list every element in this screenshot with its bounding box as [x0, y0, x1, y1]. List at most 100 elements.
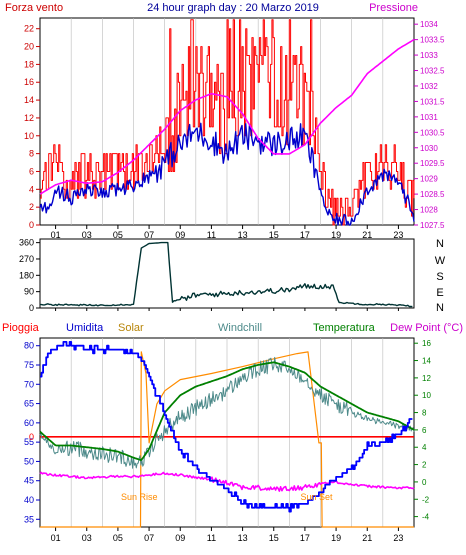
windchill-label: Windchill	[218, 322, 262, 334]
wind-y-tick-label: 8	[29, 149, 34, 159]
direction-line	[40, 241, 413, 308]
temp-x-tick-label: 19	[331, 533, 341, 543]
humidity-y-tick-label: 70	[24, 379, 34, 389]
sunrise-label: Sun Rise	[121, 492, 158, 502]
solar-label: Solar	[118, 322, 144, 334]
gust-line	[40, 19, 415, 226]
wind-x-tick-label: 05	[113, 230, 123, 240]
direction-panel-frame	[39, 238, 415, 309]
wind-y-tick-label: 12	[24, 113, 34, 123]
wind-y-tick-label: 10	[24, 131, 34, 141]
compass-label-n: N	[436, 302, 444, 314]
humidity-y-tick-label: 80	[24, 341, 34, 351]
wind-x-tick-label: 19	[331, 230, 341, 240]
compass-label-s: S	[436, 271, 443, 283]
temp-y-tick-label: 14	[422, 357, 431, 366]
pressure-y-tick-label: 1029	[420, 175, 438, 184]
wind-x-tick-label: 09	[175, 230, 185, 240]
compass-label-n: N	[436, 238, 444, 250]
wind-y-tick-label: 22	[24, 24, 34, 34]
humidity-line	[40, 341, 413, 513]
temp-y-tick-label: 0	[422, 478, 427, 487]
wind-y-tick-label: 0	[29, 220, 34, 230]
dewpoint-label: Dew Point (°C)	[390, 322, 463, 334]
temp-x-tick-label: 13	[238, 533, 248, 543]
pressure-y-tick-label: 1032.5	[420, 67, 445, 76]
temp-y-tick-label: 12	[422, 374, 431, 383]
pressure-y-tick-label: 1028	[420, 206, 438, 215]
humidity-y-tick-label: 60	[24, 418, 34, 428]
direction-y-tick-label: 0	[29, 303, 34, 313]
humidity-y-tick-label: 35	[24, 514, 34, 524]
humidity-y-tick-label: 50	[24, 456, 34, 466]
wind-strength-label: Forza vento	[5, 2, 63, 14]
wind-y-tick-label: 16	[24, 77, 34, 87]
compass-label-w: W	[435, 255, 446, 267]
temp-y-tick-label: 4	[422, 443, 427, 452]
temp-y-tick-label: -2	[422, 495, 430, 504]
humidity-y-tick-label: 75	[24, 360, 34, 370]
pressure-y-tick-label: 1034	[420, 20, 438, 29]
wind-x-tick-label: 11	[207, 230, 216, 240]
wind-x-tick-label: 01	[51, 230, 61, 240]
humidity-y-tick-label: 55	[24, 437, 34, 447]
wind-x-tick-label: 03	[82, 230, 92, 240]
pressure-y-tick-label: 1028.5	[420, 190, 445, 199]
wind-x-tick-label: 07	[144, 230, 154, 240]
humidity-y-tick-label: 40	[24, 495, 34, 505]
wind-x-tick-label: 15	[269, 230, 279, 240]
direction-y-tick-label: 180	[19, 270, 34, 280]
compass-label-e: E	[436, 287, 443, 299]
humidity-label: Umidita	[66, 322, 104, 334]
wind-y-tick-label: 2	[29, 202, 34, 212]
pressure-y-tick-label: 1031	[420, 113, 438, 122]
sunset-label: Sun Set	[300, 492, 333, 502]
direction-y-tick-label: 360	[19, 238, 34, 248]
direction-y-tick-label: 270	[19, 254, 34, 264]
wind-x-tick-label: 13	[238, 230, 248, 240]
pressure-y-tick-label: 1027.5	[420, 221, 445, 230]
temp-x-tick-label: 15	[269, 533, 279, 543]
temp-x-tick-label: 09	[175, 533, 185, 543]
temp-x-tick-label: 03	[82, 533, 92, 543]
wind-y-tick-label: 4	[29, 184, 34, 194]
wind-x-tick-label: 17	[300, 230, 310, 240]
temp-x-tick-label: 01	[51, 533, 61, 543]
humidity-y-tick-label: 45	[24, 476, 34, 486]
temperature-line	[39, 361, 415, 461]
wind-x-tick-label: 23	[393, 230, 403, 240]
pressure-y-tick-label: 1032	[420, 82, 438, 91]
pressure-y-tick-label: 1030.5	[420, 128, 445, 137]
pressure-y-tick-label: 1033	[420, 51, 438, 60]
temp-y-tick-label: -4	[422, 513, 430, 522]
temp-y-tick-label: 8	[422, 409, 427, 418]
wind-y-tick-label: 20	[24, 42, 34, 52]
pressure-y-tick-label: 1033.5	[420, 36, 445, 45]
temp-x-tick-label: 11	[207, 533, 216, 543]
pressure-y-tick-label: 1029.5	[420, 159, 445, 168]
pressure-y-tick-label: 1031.5	[420, 97, 445, 106]
chart-title: 24 hour graph day : 20 Marzo 2019	[147, 2, 319, 14]
temperature-label: Temperatura	[313, 322, 376, 334]
temp-y-tick-label: 10	[422, 391, 431, 400]
temp-x-tick-label: 21	[362, 533, 372, 543]
solar-line	[40, 351, 414, 528]
temp-x-tick-label: 07	[144, 533, 154, 543]
pressure-label: Pressione	[369, 2, 418, 14]
pressure-y-tick-label: 1030	[420, 144, 438, 153]
temp-x-tick-label: 05	[113, 533, 123, 543]
temp-x-tick-label: 23	[393, 533, 403, 543]
humidity-y-tick-label: 65	[24, 399, 34, 409]
wind-y-tick-label: 6	[29, 166, 34, 176]
wind-x-tick-label: 21	[362, 230, 372, 240]
temp-y-tick-label: 16	[422, 339, 431, 348]
speed-line	[39, 122, 415, 226]
wind-y-tick-label: 14	[24, 95, 34, 105]
temp-x-tick-label: 17	[300, 533, 310, 543]
pressure-line	[39, 38, 415, 195]
temp-y-tick-label: 2	[422, 461, 427, 470]
rain-zero-label: 0	[29, 432, 34, 442]
direction-y-tick-label: 90	[24, 287, 34, 297]
rain-label: Pioggia	[2, 322, 40, 334]
